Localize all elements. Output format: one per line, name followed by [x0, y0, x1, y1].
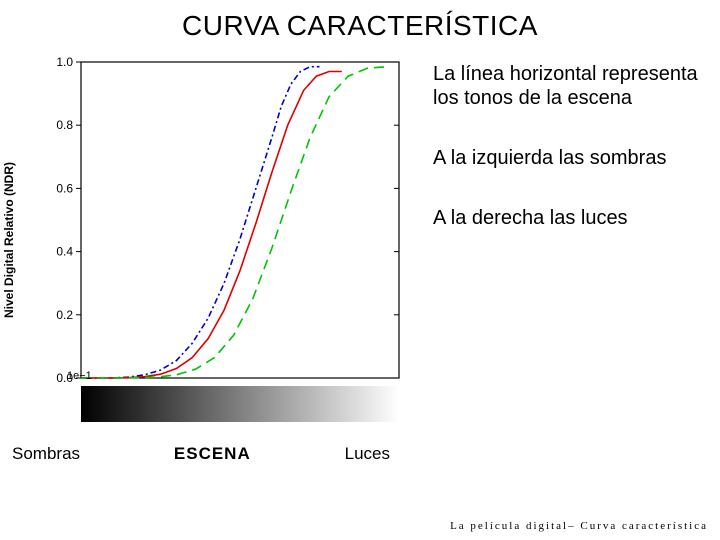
gradient-bar	[81, 386, 399, 422]
label-luces: Luces	[345, 444, 690, 464]
chart-column: Nivel Digital Relativo (NDR) 0.00.20.40.…	[15, 50, 415, 430]
svg-text:0.2: 0.2	[56, 308, 73, 322]
svg-text:0.6: 0.6	[56, 181, 73, 195]
page-title: CURVA CARACTERÍSTICA	[0, 0, 720, 50]
below-chart-labels: Sombras ESCENA Luces	[0, 430, 690, 464]
svg-text:1.0: 1.0	[56, 55, 73, 69]
chart-box: Nivel Digital Relativo (NDR) 0.00.20.40.…	[15, 50, 415, 430]
label-escena: ESCENA	[174, 444, 251, 464]
paragraph-2: A la izquierda las sombras	[433, 146, 705, 170]
svg-text:0.4: 0.4	[56, 245, 73, 259]
paragraph-3: A la derecha las luces	[433, 206, 705, 230]
text-column: La línea horizontal representa los tonos…	[415, 50, 705, 430]
footer-text: La película digital– Curva característic…	[450, 520, 708, 532]
y-axis-label: Nivel Digital Relativo (NDR)	[2, 162, 16, 318]
content-row: Nivel Digital Relativo (NDR) 0.00.20.40.…	[0, 50, 720, 430]
svg-text:0.8: 0.8	[56, 118, 73, 132]
label-sombras: Sombras	[12, 444, 80, 464]
paragraph-1: La línea horizontal representa los tonos…	[433, 62, 705, 110]
x-exponent-label: 1e−1	[67, 370, 92, 382]
